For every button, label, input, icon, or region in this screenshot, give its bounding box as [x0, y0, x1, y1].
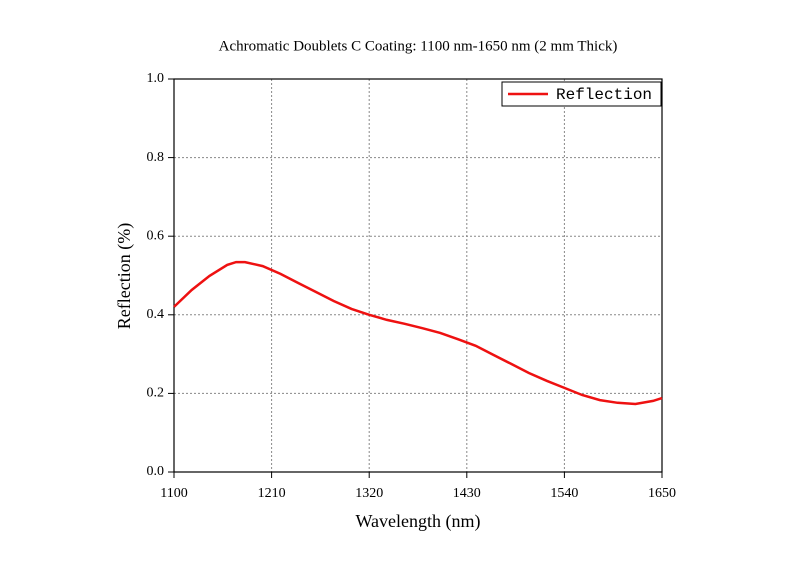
y-tick-label: 1.0	[147, 71, 165, 86]
y-tick-label: 0.8	[147, 150, 165, 165]
y-tick-label: 0.0	[147, 464, 165, 479]
data-line	[173, 260, 663, 406]
legend-label: Reflection	[556, 86, 652, 104]
y-tick-label: 0.2	[147, 386, 165, 401]
y-tick-label: 0.4	[147, 307, 165, 322]
x-tick-label: 1540	[550, 486, 578, 501]
x-tick-label: 1210	[258, 486, 286, 501]
x-axis-label: Wavelength (nm)	[355, 511, 480, 532]
y-tick-label: 0.6	[147, 228, 165, 243]
x-tick-label: 1650	[648, 486, 676, 501]
x-tick-label: 1430	[453, 486, 481, 501]
plot-frame	[173, 78, 663, 473]
chart-title: Achromatic Doublets C Coating: 1100 nm-1…	[219, 38, 618, 54]
x-tick-label: 1100	[160, 486, 187, 501]
y-axis-label: Reflection (%)	[114, 223, 135, 329]
x-tick-label: 1320	[355, 486, 383, 501]
